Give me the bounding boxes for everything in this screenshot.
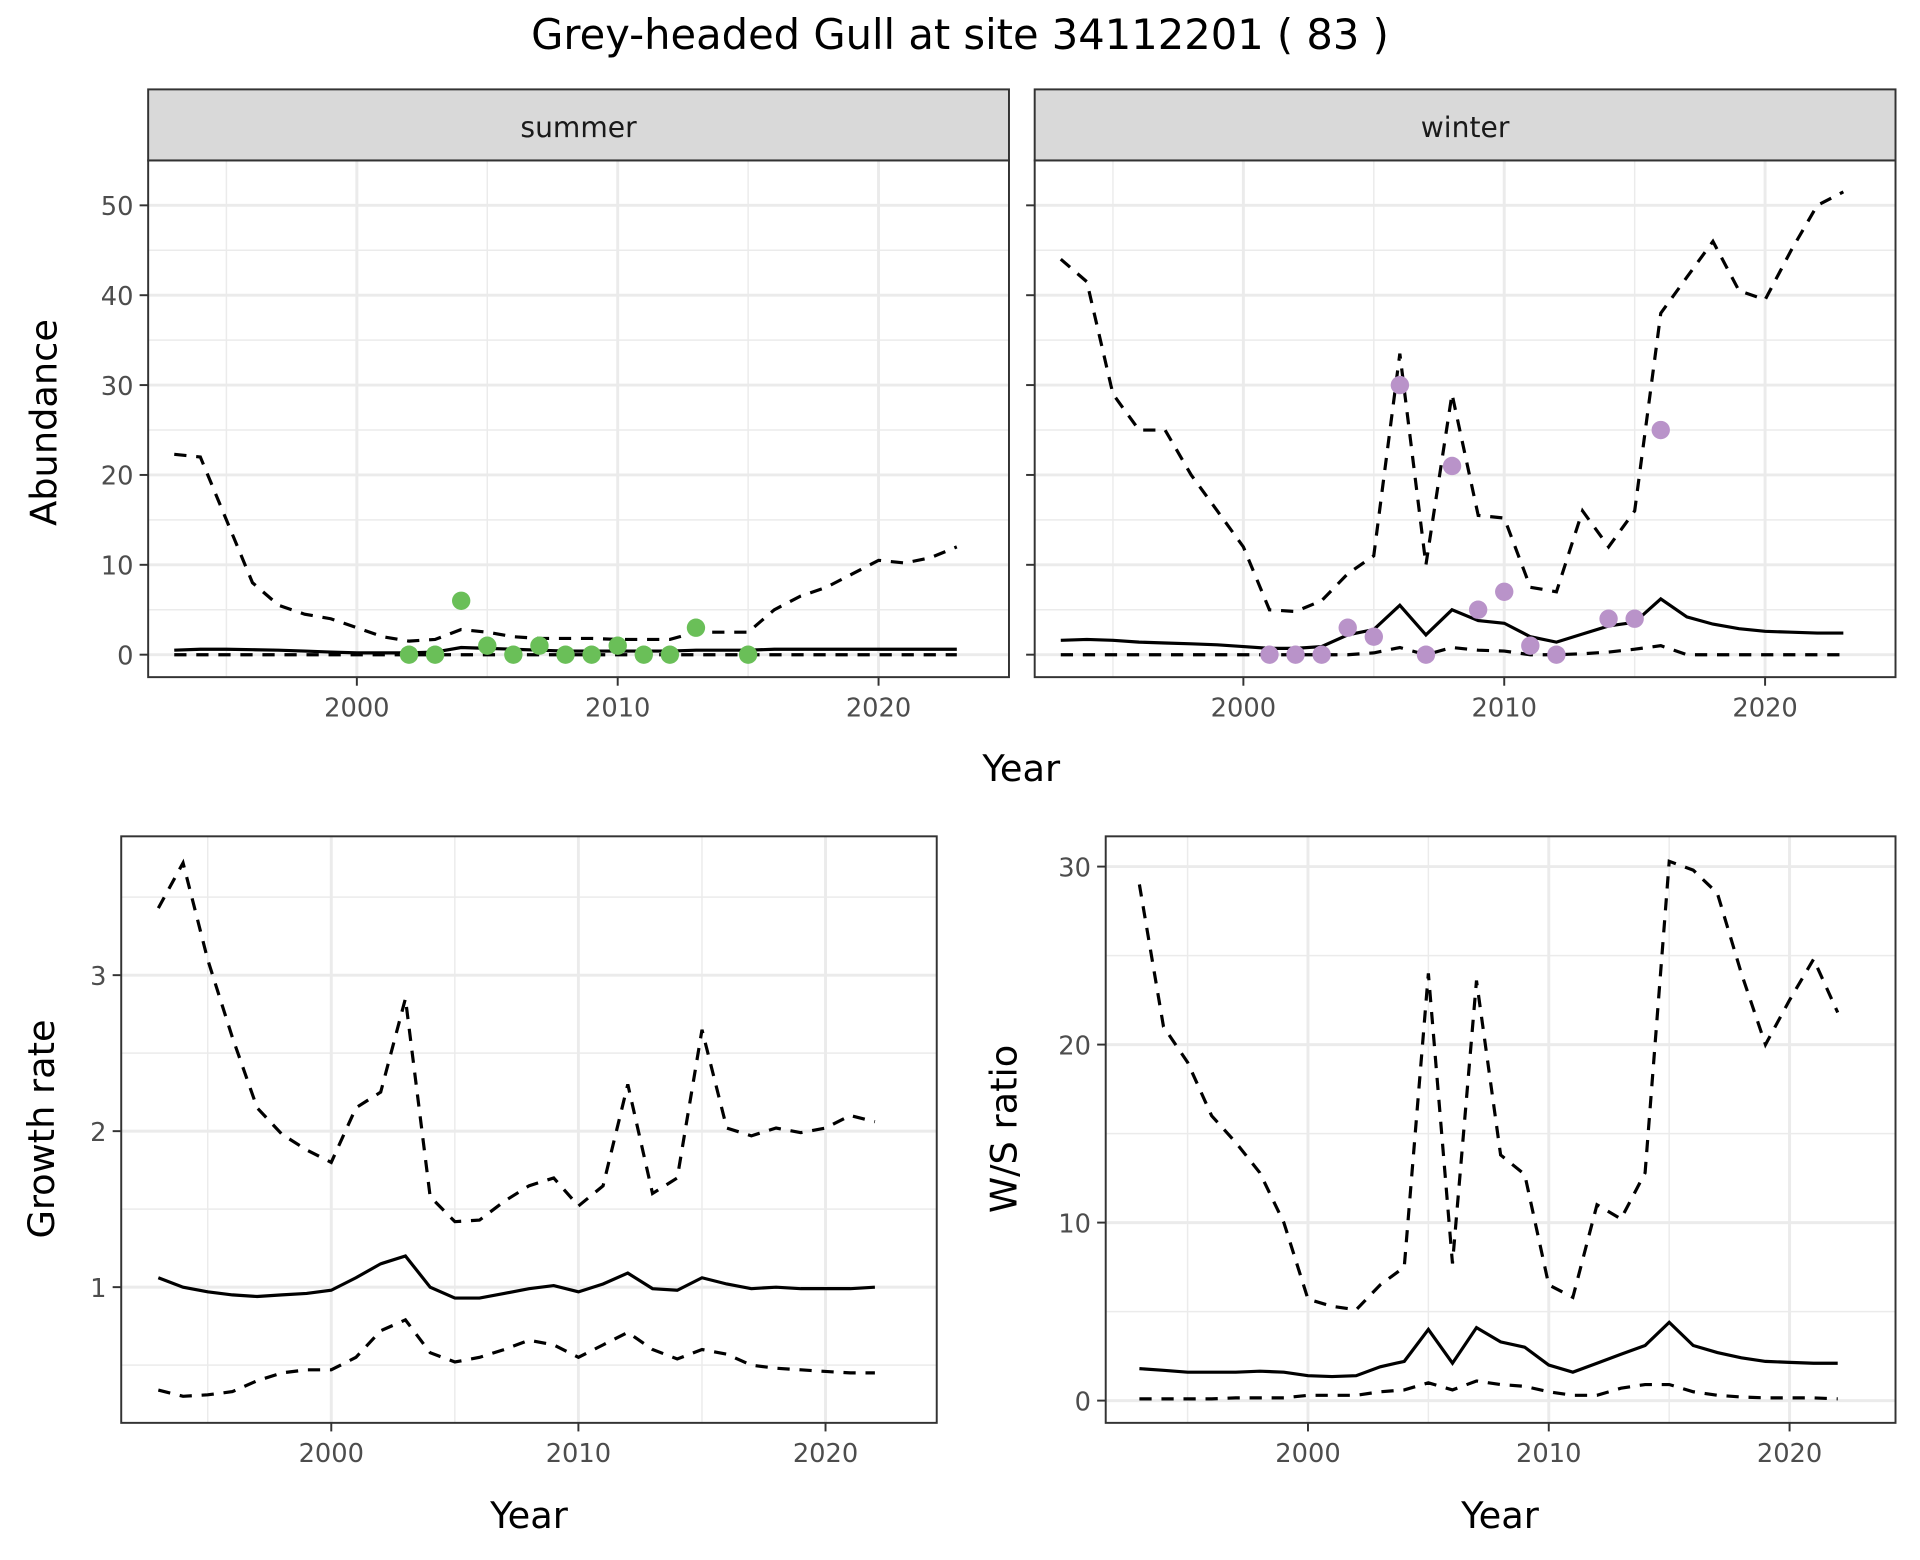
data-point	[1312, 645, 1331, 664]
y-tick-label: 0	[1075, 1387, 1091, 1417]
data-point	[1625, 609, 1644, 628]
facet-strip-label: summer	[520, 111, 637, 144]
plot-background	[121, 836, 937, 1423]
x-tick-label: 2020	[793, 1439, 858, 1469]
y-tick-label: 2	[90, 1118, 106, 1148]
y-tick-label: 10	[101, 552, 134, 582]
y-tick-label: 10	[1058, 1209, 1091, 1239]
data-point	[504, 645, 523, 664]
facet-strip-label: winter	[1421, 111, 1510, 144]
data-point	[478, 636, 497, 655]
x-tick-label: 2010	[1472, 693, 1537, 723]
plot-background	[1105, 836, 1896, 1423]
data-point	[582, 645, 601, 664]
y-tick-label: 20	[1058, 1031, 1091, 1061]
y-tick-label: 30	[1058, 853, 1091, 883]
lower-bound-line	[157, 1317, 875, 1398]
y-tick-label: 0	[117, 641, 133, 671]
x-tick-label: 2000	[299, 1439, 364, 1469]
data-point	[425, 645, 445, 664]
data-point	[686, 618, 706, 637]
ratio-x-axis-title: Year	[1460, 1494, 1540, 1537]
data-point	[1468, 600, 1488, 619]
plot-background	[1034, 160, 1896, 678]
growth-y-axis-title: Growth rate	[20, 1019, 63, 1238]
facet-strip	[1033, 88, 1897, 162]
mean-line	[1060, 596, 1844, 650]
data-point	[1390, 375, 1410, 395]
panel-ratio: 2000 2010 2020 0 10 20 30	[1058, 835, 1897, 1469]
data-point	[556, 645, 575, 664]
upper-bound-line	[1059, 190, 1845, 614]
panel-growth: 2000 2010 2020 1 2 3	[90, 835, 938, 1469]
mean-line	[157, 1254, 875, 1300]
data-point	[1260, 645, 1279, 664]
data-point	[1599, 609, 1618, 628]
growth-x-axis-title: Year	[489, 1494, 569, 1537]
ratio-y-axis-title: W/S ratio	[982, 1045, 1025, 1213]
upper-bound-line	[174, 452, 958, 643]
x-tick-label: 2010	[546, 1439, 611, 1469]
x-tick-label: 2020	[846, 693, 911, 723]
y-tick-label: 50	[101, 192, 134, 222]
top-y-axis-title: Abundance	[22, 319, 65, 526]
data-point	[634, 645, 653, 664]
x-tick-label: 2020	[1732, 693, 1797, 723]
upper-bound-line	[1137, 859, 1840, 1312]
x-tick-label: 2000	[324, 693, 389, 723]
y-tick-label: 1	[90, 1274, 106, 1304]
panel-border	[120, 835, 938, 1424]
plot-background	[148, 160, 1009, 678]
data-point	[660, 645, 680, 664]
panel-border	[1104, 835, 1897, 1424]
facet-strip	[147, 88, 1010, 162]
y-tick-label: 3	[90, 962, 106, 992]
data-point	[1442, 456, 1462, 476]
data-point	[1416, 645, 1436, 664]
x-tick-label: 2000	[1211, 693, 1276, 723]
data-point	[1286, 645, 1305, 664]
data-point	[738, 645, 758, 664]
y-tick-label: 30	[101, 372, 134, 402]
panel-winter: 2000 2010 2020 winter	[1026, 88, 1897, 723]
chart-title: Grey-headed Gull at site 34112201 ( 83 )	[531, 10, 1389, 59]
data-point	[1364, 627, 1383, 646]
data-point	[1338, 618, 1357, 637]
top-x-axis-title: Year	[981, 747, 1061, 790]
data-point	[1495, 582, 1514, 601]
x-tick-label: 2010	[585, 693, 650, 723]
data-point	[608, 636, 627, 655]
mean-line	[1139, 1320, 1838, 1379]
y-tick-label: 20	[101, 462, 134, 492]
data-point	[1521, 636, 1540, 655]
data-point	[1651, 420, 1670, 440]
data-point	[399, 645, 419, 664]
x-tick-label: 2010	[1516, 1439, 1581, 1469]
upper-bound-line	[156, 858, 876, 1224]
y-tick-label: 40	[101, 282, 134, 312]
data-point	[1547, 645, 1566, 664]
x-tick-label: 2000	[1275, 1439, 1340, 1469]
x-tick-label: 2020	[1757, 1439, 1822, 1469]
lower-bound-line	[1139, 1379, 1838, 1401]
panel-summer: 2000 2010 2020 0 10 20 30 40 50 summer	[101, 88, 1010, 723]
data-point	[530, 636, 549, 655]
data-point	[452, 591, 471, 610]
